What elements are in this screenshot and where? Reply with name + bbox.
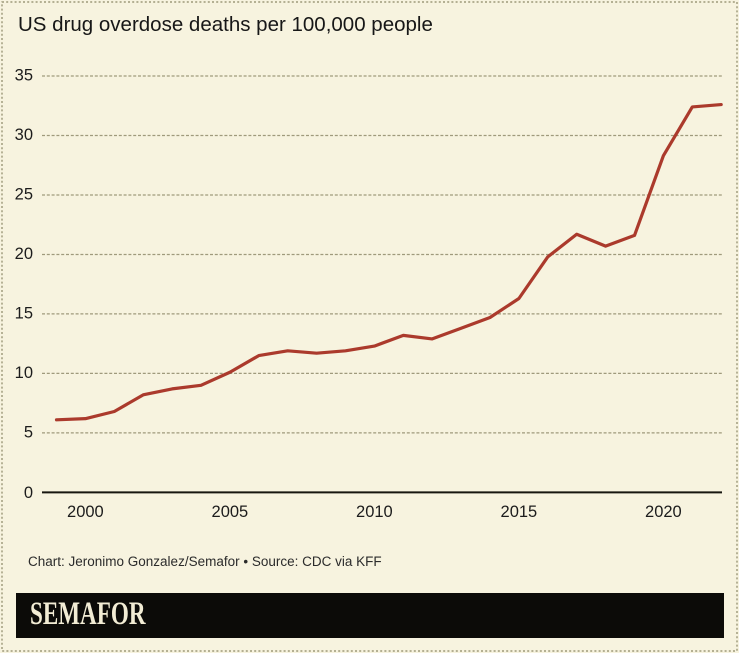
svg-text:2000: 2000 [67,503,104,521]
svg-text:35: 35 [15,67,33,85]
svg-text:2010: 2010 [356,503,393,521]
svg-text:15: 15 [15,305,33,323]
svg-text:2005: 2005 [212,503,249,521]
svg-text:25: 25 [15,186,33,204]
svg-text:10: 10 [15,364,33,382]
svg-text:5: 5 [24,424,33,442]
svg-text:20: 20 [15,245,33,263]
svg-text:2015: 2015 [501,503,538,521]
svg-text:30: 30 [15,126,33,144]
svg-text:0: 0 [24,484,33,502]
svg-text:2020: 2020 [645,503,682,521]
